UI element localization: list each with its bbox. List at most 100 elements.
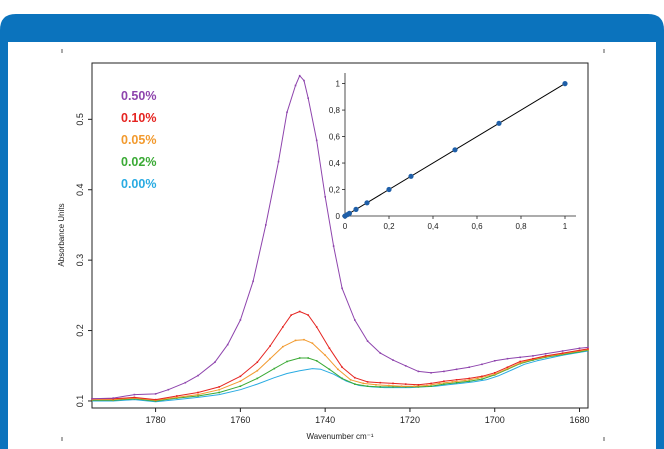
legend-entry: 0.00% — [121, 177, 156, 191]
series-point — [430, 382, 432, 385]
inset-x-tick-label: 0,8 — [515, 222, 527, 231]
series-point — [426, 384, 428, 387]
series-point — [354, 383, 356, 385]
series-point — [464, 379, 466, 382]
series-point — [388, 384, 390, 387]
series-point — [354, 319, 356, 321]
inset-background — [341, 70, 581, 217]
y-tick-label: 0.3 — [75, 254, 85, 267]
inset-y-tick-label: 1 — [336, 80, 341, 89]
inset-y-tick-label: 0,4 — [329, 159, 341, 168]
series-point — [226, 343, 229, 346]
series-point — [286, 360, 288, 363]
series-point — [379, 381, 382, 384]
series-point — [519, 356, 521, 359]
main-x-ticks: 1780 1760 1740 1720 1700 1680 — [146, 408, 590, 425]
series-point — [477, 377, 479, 380]
series-point — [214, 361, 216, 363]
series-point — [468, 380, 471, 382]
legend-entry: 0.10% — [121, 111, 156, 125]
series-point — [354, 376, 356, 379]
series-point — [561, 350, 564, 352]
inset-x-tick-label: 0,4 — [427, 222, 439, 231]
series-point — [366, 381, 369, 383]
series-point — [519, 360, 521, 363]
y-tick-label: 0.4 — [75, 183, 85, 196]
x-tick-label: 1720 — [400, 415, 420, 425]
series-point — [417, 370, 420, 373]
series-point — [133, 393, 136, 396]
series-line — [92, 311, 589, 401]
series-point — [315, 326, 318, 328]
series-point — [451, 381, 454, 383]
series-point — [438, 382, 441, 385]
series-point — [256, 369, 259, 372]
series-point — [481, 378, 483, 380]
series-point — [239, 375, 242, 378]
series-point — [154, 393, 157, 395]
series-point — [443, 370, 445, 373]
series-point — [400, 385, 403, 387]
series-0.10% — [91, 310, 589, 401]
series-point — [392, 359, 394, 361]
y-tick-label: 0.5 — [75, 113, 85, 126]
series-point — [587, 348, 589, 350]
main-y-ticks: 0.1 0.2 0.3 0.4 0.5 — [75, 113, 92, 407]
series-point — [379, 386, 382, 388]
series-point — [298, 310, 301, 313]
main-plot: 1780 1760 1740 1720 1700 1680 0.1 0.2 0.3 0.4 0.5… — [57, 62, 590, 441]
series-point — [506, 366, 509, 368]
series-point — [561, 352, 564, 354]
series-point — [392, 382, 394, 385]
inset-x-tick-label: 0 — [343, 222, 348, 231]
inset-point — [452, 147, 458, 153]
series-point — [252, 280, 254, 283]
inset-content — [342, 81, 568, 219]
series-point — [286, 111, 288, 114]
series-point — [366, 340, 369, 342]
inset-point — [496, 120, 502, 126]
series-point — [532, 357, 534, 360]
series-point — [417, 384, 420, 386]
inset-y-tick-label: 0 — [336, 212, 341, 221]
series-point — [481, 375, 483, 378]
series-point — [578, 349, 581, 352]
series-point — [176, 395, 178, 397]
inset-point — [562, 81, 568, 87]
series-point — [455, 381, 458, 384]
series-point — [341, 287, 343, 290]
series-point — [239, 319, 242, 321]
inset-x-tick-label: 1 — [563, 222, 568, 231]
series-point — [298, 357, 301, 359]
series-point — [307, 314, 309, 316]
series-point — [167, 388, 170, 391]
legend: 0.50% 0.10% 0.05% 0.02% 0.00% — [121, 89, 156, 191]
series-point — [290, 314, 292, 316]
series-point — [493, 372, 496, 374]
series-point — [349, 379, 352, 381]
series-point — [176, 396, 178, 399]
series-point — [417, 386, 420, 388]
series-point — [404, 365, 407, 367]
inset-y-tick-label: 0,8 — [329, 106, 341, 115]
series-point — [506, 357, 509, 360]
series-point — [332, 245, 335, 247]
y-tick-label: 0.2 — [75, 324, 85, 337]
series-point — [341, 366, 343, 368]
series-point — [430, 372, 432, 374]
x-tick-label: 1700 — [485, 415, 505, 425]
series-point — [468, 366, 471, 368]
x-axis-label: Wavenumber cm⁻¹ — [306, 432, 373, 441]
series-point — [404, 383, 407, 385]
series-point — [269, 345, 271, 347]
inset-y-tick-label: 0,2 — [329, 186, 341, 195]
series-point — [311, 342, 314, 344]
legend-entry: 0.50% — [121, 89, 156, 103]
series-point — [324, 354, 326, 356]
series-point — [256, 361, 259, 363]
x-tick-label: 1760 — [230, 415, 250, 425]
legend-entry: 0.02% — [121, 155, 156, 169]
series-point — [154, 398, 157, 401]
main-series-group — [91, 74, 589, 403]
series-point — [269, 357, 271, 360]
